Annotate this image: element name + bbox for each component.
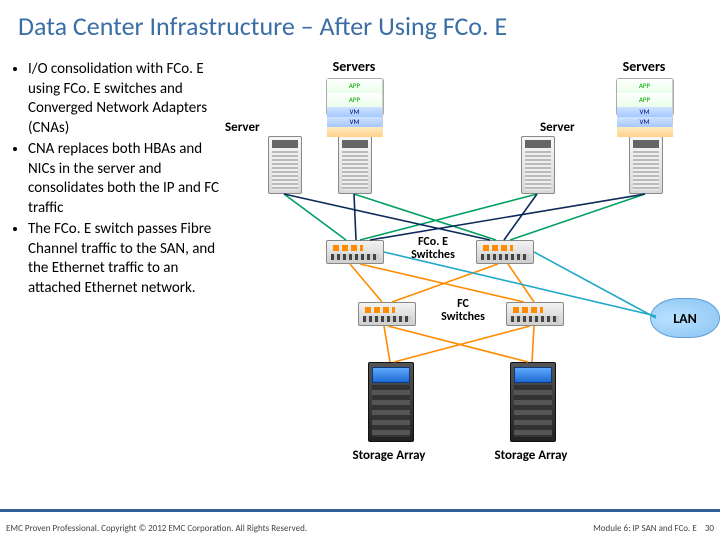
app-label: APP <box>327 93 383 107</box>
lan-cloud: LAN <box>650 298 720 338</box>
storage-array-label-right: Storage Array <box>476 448 586 463</box>
fc-switches-label: FC Switches <box>428 298 498 324</box>
storage-array-icon <box>510 362 556 442</box>
footer-page-number: 30 <box>705 523 714 534</box>
fc-switch-icon <box>358 302 416 326</box>
server-icon <box>338 136 372 194</box>
footer-module: Module 6: IP SAN and FCo. E <box>593 523 697 534</box>
vm-label: VM <box>617 117 673 127</box>
footer-copyright: EMC Proven Professional. Copyright © 201… <box>6 523 307 534</box>
hypervisor-bar <box>327 127 383 137</box>
fcoe-switch-icon <box>476 240 534 264</box>
vm-hypervisor-box: APPAPP VMVM <box>326 78 384 116</box>
app-label: APP <box>617 93 673 107</box>
app-label: APP <box>327 79 383 93</box>
server-icon <box>629 136 663 194</box>
server-icon <box>268 136 302 194</box>
servers-label-right: Servers <box>612 58 676 75</box>
bullet-item: CNA replaces both HBAs and NICs in the s… <box>28 140 225 218</box>
vm-hypervisor-box: APPAPP VMVM <box>616 78 674 116</box>
server-label-left: Server <box>225 120 275 135</box>
vm-label: VM <box>617 107 673 117</box>
fcoe-switches-label: FCo. E Switches <box>398 236 468 262</box>
fcoe-switch-icon <box>326 240 384 264</box>
app-label: APP <box>617 79 673 93</box>
footer-right: Module 6: IP SAN and FCo. E 30 <box>593 523 714 534</box>
bullet-list: I/O consolidation with FCo. E using FCo.… <box>10 60 225 300</box>
server-icon <box>521 136 555 194</box>
lan-label: LAN <box>650 298 720 338</box>
vm-label: VM <box>327 117 383 127</box>
fc-switch-icon <box>506 302 564 326</box>
storage-array-label-left: Storage Array <box>334 448 444 463</box>
footer-bar: EMC Proven Professional. Copyright © 201… <box>0 509 720 540</box>
bullet-item: I/O consolidation with FCo. E using FCo.… <box>28 60 225 138</box>
hypervisor-bar <box>617 127 673 137</box>
storage-array-icon <box>368 362 414 442</box>
vm-label: VM <box>327 107 383 117</box>
bullet-item: The FCo. E switch passes Fibre Channel t… <box>28 220 225 298</box>
server-label-right: Server <box>540 120 590 135</box>
slide-title: Data Center Infrastructure – After Using… <box>18 10 507 42</box>
servers-label-left: Servers <box>322 58 386 75</box>
